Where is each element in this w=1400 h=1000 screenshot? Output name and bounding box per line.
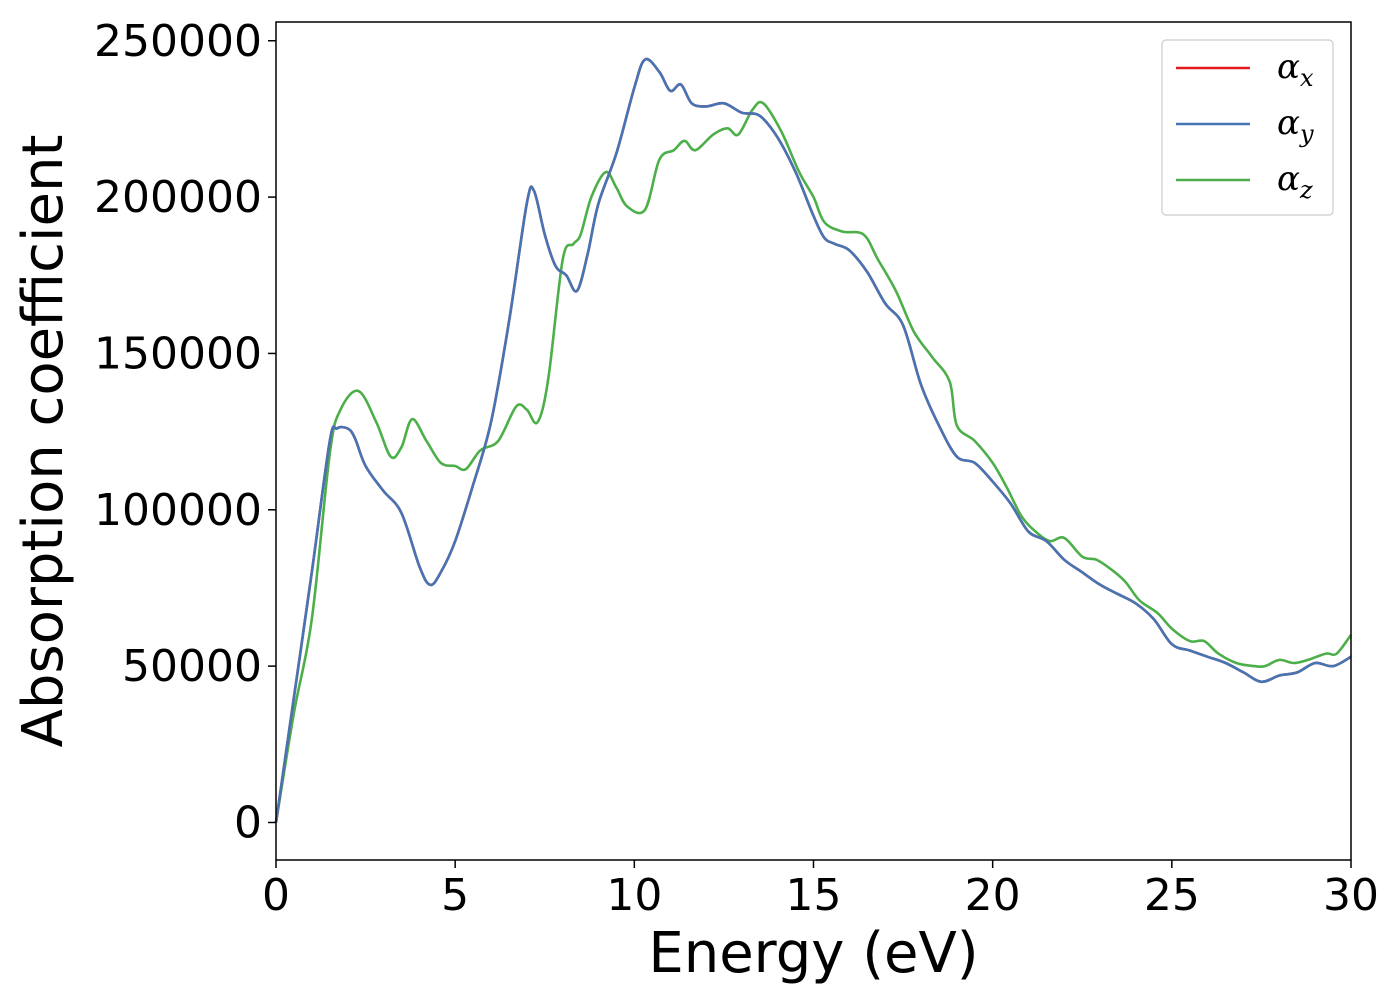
x-tick-label: 10 — [606, 870, 662, 921]
y-tick-label: 250000 — [94, 16, 262, 67]
y-tick-label: 50000 — [122, 641, 262, 692]
legend-label-x: αx — [1277, 47, 1314, 92]
y-axis-label: Absorption coefficient — [11, 135, 76, 748]
legend-label-y: αy — [1277, 103, 1314, 148]
y-tick-label: 100000 — [94, 485, 262, 536]
x-tick-label: 20 — [965, 870, 1021, 921]
x-tick-label: 30 — [1323, 870, 1379, 921]
x-axis-label: Energy (eV) — [648, 921, 978, 986]
series-layer — [274, 57, 1353, 823]
x-tick-label: 15 — [786, 870, 842, 921]
x-tick-label: 5 — [441, 870, 469, 921]
y-tick-label: 0 — [234, 797, 262, 848]
legend: αx αy αz — [1161, 39, 1334, 216]
legend-box — [1161, 39, 1334, 216]
x-axis-ticks: 0 5 10 15 20 25 30 — [262, 860, 1379, 921]
y-tick-label: 150000 — [94, 328, 262, 379]
y-axis-ticks: 0 50000 100000 150000 200000 250000 — [94, 16, 276, 848]
x-tick-label: 25 — [1144, 870, 1200, 921]
y-tick-label: 200000 — [94, 172, 262, 223]
legend-label-z: αz — [1277, 159, 1313, 204]
series-line-y — [274, 57, 1352, 823]
x-tick-label: 0 — [262, 870, 290, 921]
series-line-z — [274, 100, 1353, 823]
